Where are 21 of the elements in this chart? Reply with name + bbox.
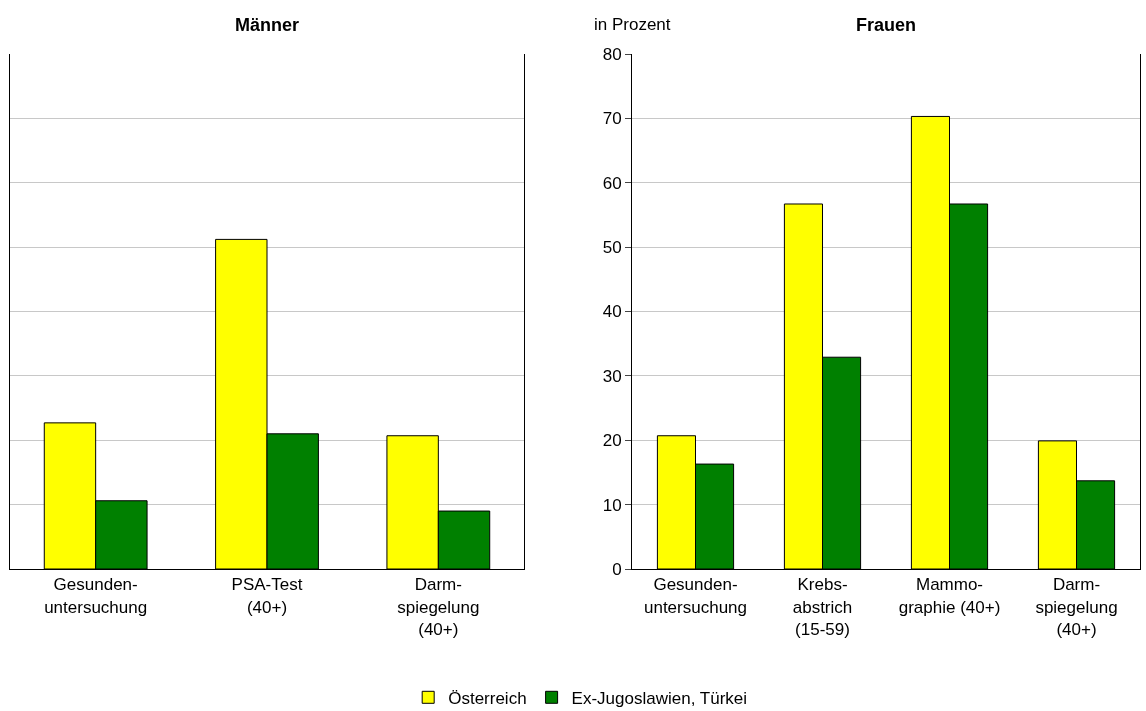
x-tick-label: Gesunden- untersuchung xyxy=(643,575,748,617)
y-tick-label: 60 xyxy=(602,173,622,193)
x-tick-label: Krebs- abstrich (15-59) xyxy=(792,575,853,639)
y-axis-title: in Prozent xyxy=(594,15,671,34)
x-tick-label: Darm- spiegelung (40+) xyxy=(397,575,480,639)
y-tick-label: 70 xyxy=(602,109,622,129)
x-tick-label: Gesunden- untersuchung xyxy=(44,575,148,617)
legend-label: Ex-Jugoslawien, Türkei xyxy=(571,688,748,708)
x-tick-label: Mammo- graphie (40+) xyxy=(898,575,1001,617)
y-tick-label: 80 xyxy=(602,44,622,64)
y-tick-label: 10 xyxy=(602,495,622,515)
chart-title: Männer xyxy=(234,15,300,36)
legend-label: Österreich xyxy=(448,688,527,708)
y-tick-label: 20 xyxy=(602,431,622,451)
chart-title: Frauen xyxy=(855,15,917,36)
y-tick-label: 30 xyxy=(602,366,622,386)
y-tick-label: 40 xyxy=(602,302,622,322)
y-tick-label: 50 xyxy=(602,238,622,258)
y-tick-label: 0 xyxy=(612,559,622,579)
x-tick-label: PSA-Test (40+) xyxy=(231,575,303,617)
x-tick-label: Darm- spiegelung (40+) xyxy=(1035,575,1118,639)
